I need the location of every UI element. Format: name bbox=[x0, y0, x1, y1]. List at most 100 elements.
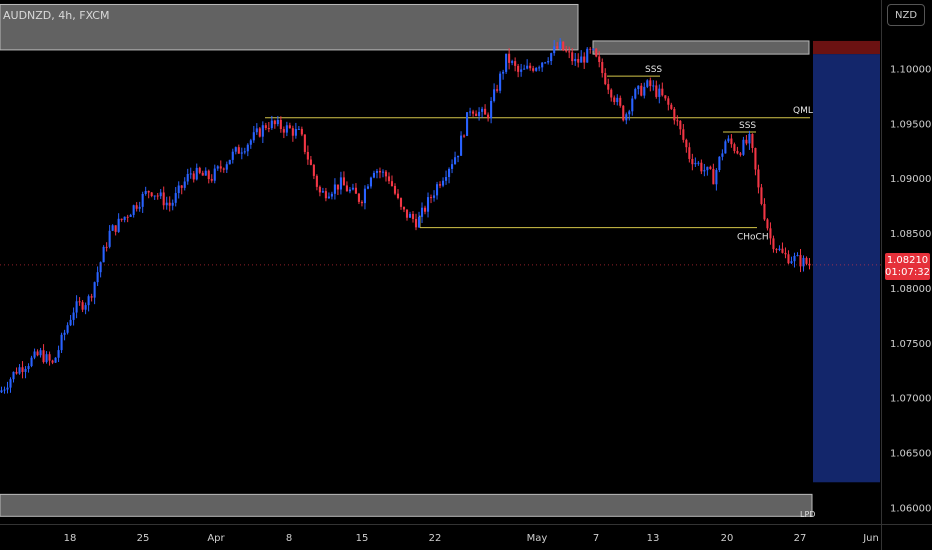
candle-body bbox=[781, 249, 783, 253]
y-tick-label: 1.10000 bbox=[890, 64, 931, 75]
y-tick-label: 1.08500 bbox=[890, 229, 931, 240]
x-tick-label: 7 bbox=[593, 533, 599, 544]
candle-body bbox=[610, 90, 612, 98]
candle-body bbox=[244, 151, 246, 152]
candle-body bbox=[187, 174, 189, 181]
candle-body bbox=[547, 61, 549, 62]
supply-zone bbox=[593, 41, 809, 54]
candle-body bbox=[94, 282, 96, 297]
candle-body bbox=[76, 301, 78, 312]
candle-body bbox=[175, 193, 177, 203]
candle-body bbox=[85, 305, 87, 310]
last-price-value: 1.08210 bbox=[885, 255, 930, 267]
candle-body bbox=[793, 256, 795, 261]
candle-body bbox=[604, 73, 606, 84]
candle-body bbox=[127, 217, 129, 218]
candle-body bbox=[0, 390, 2, 392]
candle-body bbox=[46, 354, 48, 362]
candle-body bbox=[307, 152, 309, 160]
candle-body bbox=[757, 169, 759, 187]
candle-body bbox=[148, 191, 150, 192]
candle-body bbox=[559, 42, 561, 49]
candle-body bbox=[712, 169, 714, 184]
candle-body bbox=[379, 171, 381, 172]
candle-body bbox=[283, 129, 285, 133]
candle-body bbox=[103, 247, 105, 262]
candle-body bbox=[493, 89, 495, 101]
x-tick-label: 8 bbox=[286, 533, 292, 544]
candle-body bbox=[43, 350, 45, 362]
currency-badge[interactable]: NZD bbox=[887, 4, 925, 26]
candle-body bbox=[235, 147, 237, 152]
candle-body bbox=[382, 172, 384, 173]
candle-body bbox=[508, 54, 510, 63]
x-tick-label: 18 bbox=[64, 533, 77, 544]
candle-body bbox=[27, 366, 29, 369]
candle-body bbox=[21, 367, 23, 372]
candle-body bbox=[256, 128, 258, 132]
candle-body bbox=[259, 128, 261, 136]
lpd-label: LPD bbox=[800, 510, 815, 519]
candle-body bbox=[637, 86, 639, 89]
candle-body bbox=[601, 62, 603, 73]
take-profit-box bbox=[813, 54, 880, 482]
candle-body bbox=[763, 204, 765, 219]
candle-body bbox=[805, 258, 807, 264]
y-tick-label: 1.08000 bbox=[890, 284, 931, 295]
symbol-title: AUDNZD, 4h, FXCM bbox=[3, 9, 109, 22]
candle-body bbox=[319, 187, 321, 193]
candle-body bbox=[736, 151, 738, 153]
candle-body bbox=[727, 139, 729, 142]
candle-body bbox=[436, 184, 438, 195]
candle-body bbox=[3, 390, 5, 391]
candle-body bbox=[505, 54, 507, 72]
candle-body bbox=[688, 147, 690, 159]
candle-body bbox=[292, 128, 294, 136]
candle-body bbox=[670, 105, 672, 109]
candle-body bbox=[706, 167, 708, 170]
candle-body bbox=[337, 185, 339, 190]
candle-body bbox=[538, 67, 540, 68]
candle-body bbox=[790, 261, 792, 263]
candle-body bbox=[451, 164, 453, 169]
candle-body bbox=[193, 173, 195, 179]
candle-body bbox=[109, 231, 111, 247]
candle-body bbox=[133, 205, 135, 215]
candle-body bbox=[784, 253, 786, 254]
candle-body bbox=[373, 173, 375, 178]
candle-body bbox=[313, 165, 315, 176]
candle-body bbox=[223, 169, 225, 170]
candle-body bbox=[622, 106, 624, 121]
candle-body bbox=[472, 111, 474, 113]
candle-body bbox=[265, 125, 267, 128]
candle-body bbox=[205, 171, 207, 176]
candle-body bbox=[130, 215, 132, 217]
candle-body bbox=[565, 50, 567, 51]
candle-body bbox=[106, 247, 108, 248]
candle-body bbox=[271, 121, 273, 128]
candle-body bbox=[676, 120, 678, 121]
x-tick-label: 27 bbox=[794, 533, 807, 544]
candle-body bbox=[613, 97, 615, 102]
candle-body bbox=[523, 69, 525, 70]
candle-body bbox=[139, 207, 141, 209]
candle-body bbox=[289, 125, 291, 128]
candle-body bbox=[202, 173, 204, 176]
candle-body bbox=[673, 109, 675, 120]
candle-body bbox=[88, 296, 90, 305]
candle-body bbox=[196, 168, 198, 180]
candle-body bbox=[778, 249, 780, 250]
stop-loss-box bbox=[813, 41, 880, 54]
candle-body bbox=[226, 164, 228, 169]
candle-body bbox=[121, 219, 123, 220]
candle-body bbox=[796, 255, 798, 256]
candle-body bbox=[589, 49, 591, 50]
candle-body bbox=[484, 109, 486, 115]
candle-body bbox=[577, 59, 579, 63]
candle-body bbox=[568, 51, 570, 52]
candle-body bbox=[238, 147, 240, 153]
candle-body bbox=[118, 219, 120, 232]
candle-body bbox=[514, 61, 516, 66]
candle-body bbox=[30, 358, 32, 366]
